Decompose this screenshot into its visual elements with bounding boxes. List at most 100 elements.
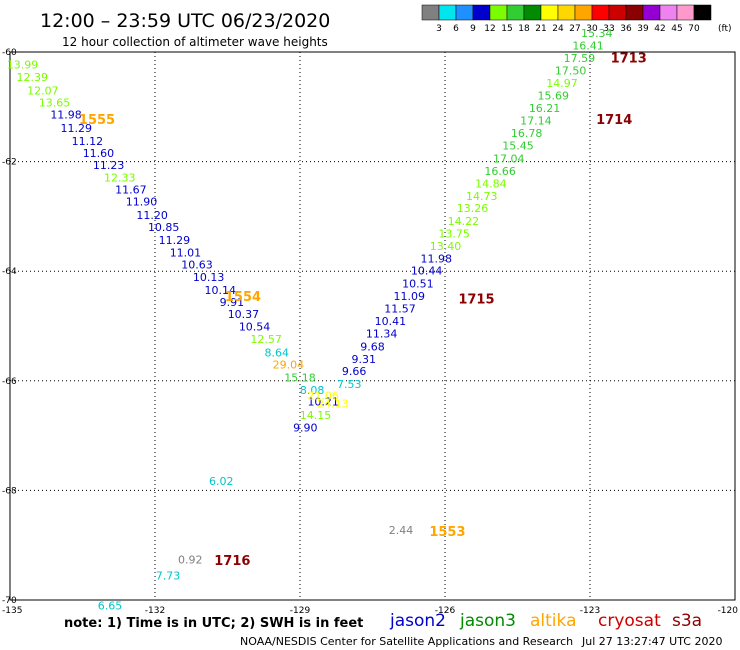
color-scale-label: 3 [436, 24, 442, 34]
data-point: 10.63 [181, 259, 213, 272]
color-swatch [557, 4, 576, 21]
data-point: 12.07 [27, 84, 59, 97]
footer-credit: NOAA/NESDIS Center for Satellite Applica… [240, 635, 573, 648]
legend-entry: altika [530, 611, 577, 631]
color-scale-label: 36 [620, 24, 632, 34]
data-point: 7.73 [156, 569, 181, 582]
data-point: 0.92 [178, 553, 203, 566]
x-tick-label: -132 [145, 606, 165, 616]
x-tick-label: -135 [2, 606, 22, 616]
pass-labels: 1555 1554 1553 1713 1714 1715 1716 [79, 51, 647, 569]
data-point: 11.34 [366, 328, 398, 341]
color-scale-label: 39 [637, 24, 649, 34]
data-point: 11.57 [384, 302, 416, 315]
pass-number: 1553 [429, 525, 465, 540]
data-point: 9.31 [352, 353, 377, 366]
data-point: 9.68 [360, 340, 385, 353]
data-point: 10.44 [411, 265, 443, 278]
data-point: 10.85 [148, 221, 180, 234]
color-swatch [676, 4, 695, 21]
color-scale-label: 12 [484, 24, 495, 34]
footer-timestamp: Jul 27 13:27:47 UTC 2020 [581, 635, 722, 648]
color-swatch [421, 4, 440, 21]
data-point: 9.90 [293, 421, 318, 434]
color-swatch [591, 4, 610, 21]
satellite-legend: jason2 jason3 altika cryosat s3a [389, 611, 702, 631]
y-tick-label: -68 [2, 486, 17, 496]
color-scale-label: 70 [688, 24, 700, 34]
data-point: 9.66 [342, 365, 367, 378]
color-swatch [693, 4, 712, 21]
color-scale-label: 45 [671, 24, 682, 34]
color-scale-label: 6 [453, 24, 459, 34]
data-point: 13.75 [438, 227, 470, 240]
legend-entry: jason3 [459, 611, 516, 631]
pass-number: 1715 [458, 293, 494, 308]
color-swatch [472, 4, 491, 21]
grid-lines [10, 52, 735, 600]
color-scale-label: 27 [569, 24, 580, 34]
color-scale-label: 42 [654, 24, 665, 34]
data-point: 17.04 [493, 152, 525, 165]
color-swatch [540, 4, 559, 21]
y-tick-label: -60 [2, 48, 17, 58]
pass-number: 1554 [225, 290, 261, 305]
x-tick-label: -123 [580, 606, 600, 616]
y-tick-label: -66 [2, 377, 17, 387]
legend-entry: jason2 [389, 611, 446, 631]
data-point: 14.15 [300, 409, 332, 422]
data-point: 17.59 [564, 52, 596, 65]
axis-tick-labels: -135 -132 -129 -126 -123 -120 -60 -62 -64 -66 -68 -… [2, 48, 738, 616]
data-point: 10.14 [205, 284, 237, 297]
data-point: 12.33 [104, 171, 136, 184]
data-point: 13.40 [430, 240, 462, 253]
color-scale-unit: (ft) [718, 24, 732, 34]
data-point: 6.02 [209, 475, 234, 488]
data-point: 8.64 [265, 346, 290, 359]
data-point: 11.98 [421, 253, 453, 266]
data-point: 14.84 [475, 178, 507, 191]
data-point: 11.20 [136, 209, 168, 222]
color-swatch [574, 4, 593, 21]
data-point: 16.41 [572, 39, 604, 52]
data-point: 14.97 [546, 77, 578, 90]
data-point: 17.50 [555, 65, 587, 78]
data-point: 16.78 [511, 127, 543, 140]
color-swatch [489, 4, 508, 21]
color-swatch [608, 4, 627, 21]
data-point: 15.34 [581, 27, 613, 40]
data-point: 2.44 [389, 524, 414, 537]
data-point: 16.66 [484, 165, 516, 178]
data-point: 13.65 [39, 96, 71, 109]
color-swatch [523, 4, 542, 21]
pass-number: 1714 [596, 113, 632, 128]
data-point: 12.39 [16, 71, 48, 84]
data-point: 14.73 [466, 190, 498, 203]
data-point: 10.21 [307, 396, 339, 409]
plot-frame [9, 51, 736, 601]
y-tick-label: -62 [2, 158, 17, 168]
color-scale-label: 33 [603, 24, 614, 34]
color-scale-label: 24 [552, 24, 564, 34]
data-point: 13.99 [7, 59, 39, 72]
data-point: 11.29 [60, 122, 92, 135]
color-scale-label: 30 [586, 24, 598, 34]
wave-height-points: 13.9912.3912.0713.6511.9811.2911.1211.60… [7, 27, 613, 613]
data-point: 14.22 [448, 215, 480, 228]
color-scale-label: 9 [470, 24, 476, 34]
x-tick-label: -129 [290, 606, 311, 616]
data-point: 10.41 [375, 315, 407, 328]
data-point: 13.26 [457, 202, 489, 215]
legend-entry: cryosat [598, 611, 661, 631]
data-point: 10.54 [239, 321, 271, 334]
footer-note: note: 1) Time is in UTC; 2) SWH is in fe… [64, 616, 363, 631]
data-point: 11.09 [393, 290, 425, 303]
color-scale-bar: 3 6 9 12 15 18 21 24 27 30 33 36 39 42 45 70 (ft) [421, 4, 732, 34]
pass-number: 1555 [79, 113, 115, 128]
data-point: 11.90 [126, 196, 158, 209]
data-point: 10.13 [193, 271, 225, 284]
color-swatch [506, 4, 525, 21]
color-swatch [438, 4, 457, 21]
data-point: 11.12 [72, 135, 104, 148]
